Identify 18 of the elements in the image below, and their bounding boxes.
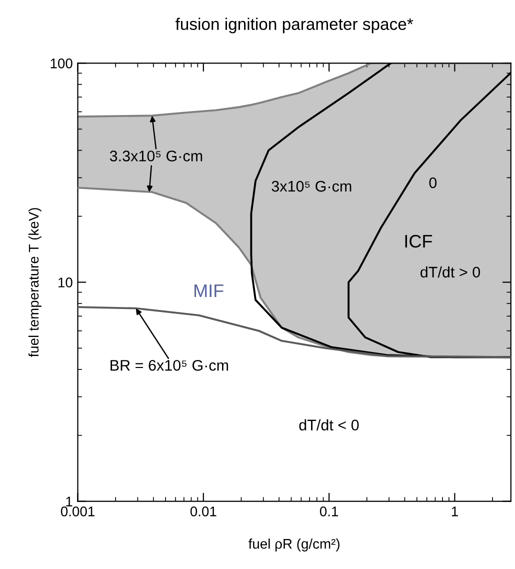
x-tick-label: 1 xyxy=(452,506,458,516)
x-tick-label: 0.1 xyxy=(320,506,338,516)
annotation: dT/dt < 0 xyxy=(299,419,359,430)
annotation: BR = 6x10⁵ G·cm xyxy=(110,360,228,371)
annotation: ICF xyxy=(405,234,432,248)
x-axis-title: fuel ρR (g/cm²) xyxy=(248,538,340,552)
x-tick-label: 0.01 xyxy=(190,506,216,516)
annotation: MIF xyxy=(194,284,224,297)
y-tick-label: 100 xyxy=(50,58,72,68)
annotation: 3x10⁵ G·cm xyxy=(272,180,352,192)
x-tick-label: 0.001 xyxy=(60,506,94,516)
y-axis-title: fuel temperature T (keV) xyxy=(28,208,42,358)
annotation: 3.3x10⁵ G·cm xyxy=(110,150,202,162)
chart-title: fusion ignition parameter space* xyxy=(176,18,414,34)
y-tick-label: 10 xyxy=(58,278,72,288)
annotation: 0 xyxy=(429,177,437,188)
y-tick-label: 1 xyxy=(66,496,72,506)
annotation: dT/dt > 0 xyxy=(420,266,480,278)
